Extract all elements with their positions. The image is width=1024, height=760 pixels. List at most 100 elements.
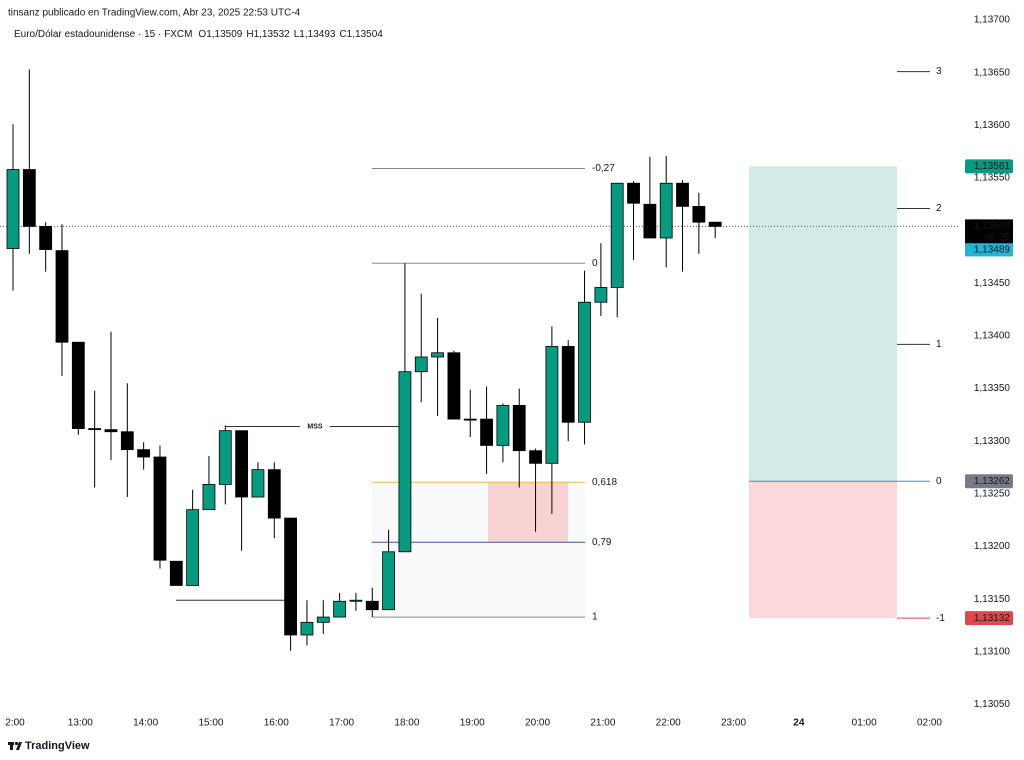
logo [8,741,22,750]
candle-body [431,352,444,358]
candle-body [6,169,20,249]
candle-body [71,341,85,429]
candle-body [153,456,167,561]
fib-level-label: 1 [592,612,598,623]
candle-body [39,225,53,250]
x-tick-label: 15:00 [198,718,223,729]
last-price-bg [965,219,1013,244]
candle-body [137,449,151,458]
candle-body [692,205,706,223]
high: H1,13532 [246,29,290,40]
y-tick-label: 1,13700 [974,15,1011,26]
mss-label: MSS [307,423,323,430]
x-tick-label: 16:00 [264,718,289,729]
candle-body [349,599,363,602]
entry-price-bg [965,474,1013,489]
bid-price: 1,13489 [974,245,1011,256]
symbol-name: Euro/Dólar estadounidense · 15 · FXCM [14,29,192,40]
x-tick-label: 21:00 [590,718,615,729]
candle-body [382,551,395,611]
candle-body [300,621,314,636]
close: C1,13504 [339,29,383,40]
stop-price-bg [965,611,1013,626]
y-tick-label: 1,13600 [974,120,1011,131]
target-price: 1,13561 [974,161,1011,172]
fib-ote-box [488,482,568,543]
fib-level-label: 0,618 [592,477,617,488]
y-tick-label: 1,13100 [974,646,1011,657]
publisher: tinsanz publicado en TradingView.com, Ab… [8,8,301,19]
candle-body [578,301,591,423]
low: L1,13493 [294,29,336,40]
x-tick-label: 24 [793,718,805,729]
candle-body [708,221,722,227]
candle-body [545,346,559,464]
candle-body [561,346,575,423]
candle-body [22,169,36,227]
candle-body [365,600,379,611]
candle-body [610,182,624,288]
x-tick-label: 02:00 [917,718,942,729]
y-tick-label: 1,13550 [974,173,1011,184]
candle-body [643,203,657,239]
position-level-label: 3 [936,66,942,77]
footer-brand: TradingView [25,740,90,752]
y-tick-label: 1,13150 [974,594,1011,605]
candle-body [55,250,69,343]
x-tick-label: 20:00 [525,718,550,729]
x-tick-label: 19:00 [460,718,485,729]
entry-price: 1,13262 [974,476,1011,487]
y-tick-label: 1,13200 [974,541,1011,552]
profit-zone [749,166,897,482]
candle-body [627,182,640,204]
position-level-label: 1 [936,339,942,350]
candle-body [267,469,281,519]
position-level-label: 2 [936,203,942,214]
x-tick-label: 23:00 [721,718,746,729]
x-tick-label: 13:00 [68,718,93,729]
candle-body [202,483,216,511]
candle-body [463,418,477,421]
candle-body [447,352,461,420]
y-tick-label: 1,13650 [974,67,1011,78]
candle-body [398,371,412,553]
candle-body [235,430,249,498]
y-tick-label: 1,13300 [974,436,1011,447]
candle-body [529,450,542,464]
last-price: 1,13504 [974,221,1011,232]
candle-body [512,405,526,452]
y-tick-label: 1,13250 [974,489,1011,500]
stop-price: 1,13132 [974,613,1011,624]
candle-body [676,182,689,207]
candle-body [88,428,102,431]
candle-body [186,509,200,586]
candle-body [284,517,298,636]
symbol: Euro/Dólar estadounidense · 15 · FXCM O1,… [14,29,383,40]
y-tick-label: 1,13450 [974,278,1011,289]
candle-body [659,182,673,239]
y-tick-label: 1,13050 [974,699,1011,710]
x-tick-label: 2:00 [5,718,25,729]
candle-body [169,560,183,586]
x-tick-label: 22:00 [656,718,681,729]
y-tick-label: 1,13350 [974,383,1011,394]
candle-body [480,418,493,446]
fib-level-label: -0,27 [592,163,615,174]
loss-zone [749,481,897,619]
candle-body [414,356,428,373]
candle-body [316,616,330,623]
candle-body [333,600,347,618]
open: O1,13509 [198,29,242,40]
position-level-label: 0 [936,476,942,487]
candle-body [218,430,232,485]
countdown: 06:35 [985,232,1010,243]
x-tick-label: 18:00 [394,718,419,729]
candle-body [251,469,265,498]
candle-body [104,429,118,433]
x-tick-label: 01:00 [852,718,877,729]
candle-body [594,287,608,303]
y-tick-label: 1,13400 [974,331,1011,342]
x-tick-label: 17:00 [329,718,354,729]
mss-label-bg [300,421,330,432]
